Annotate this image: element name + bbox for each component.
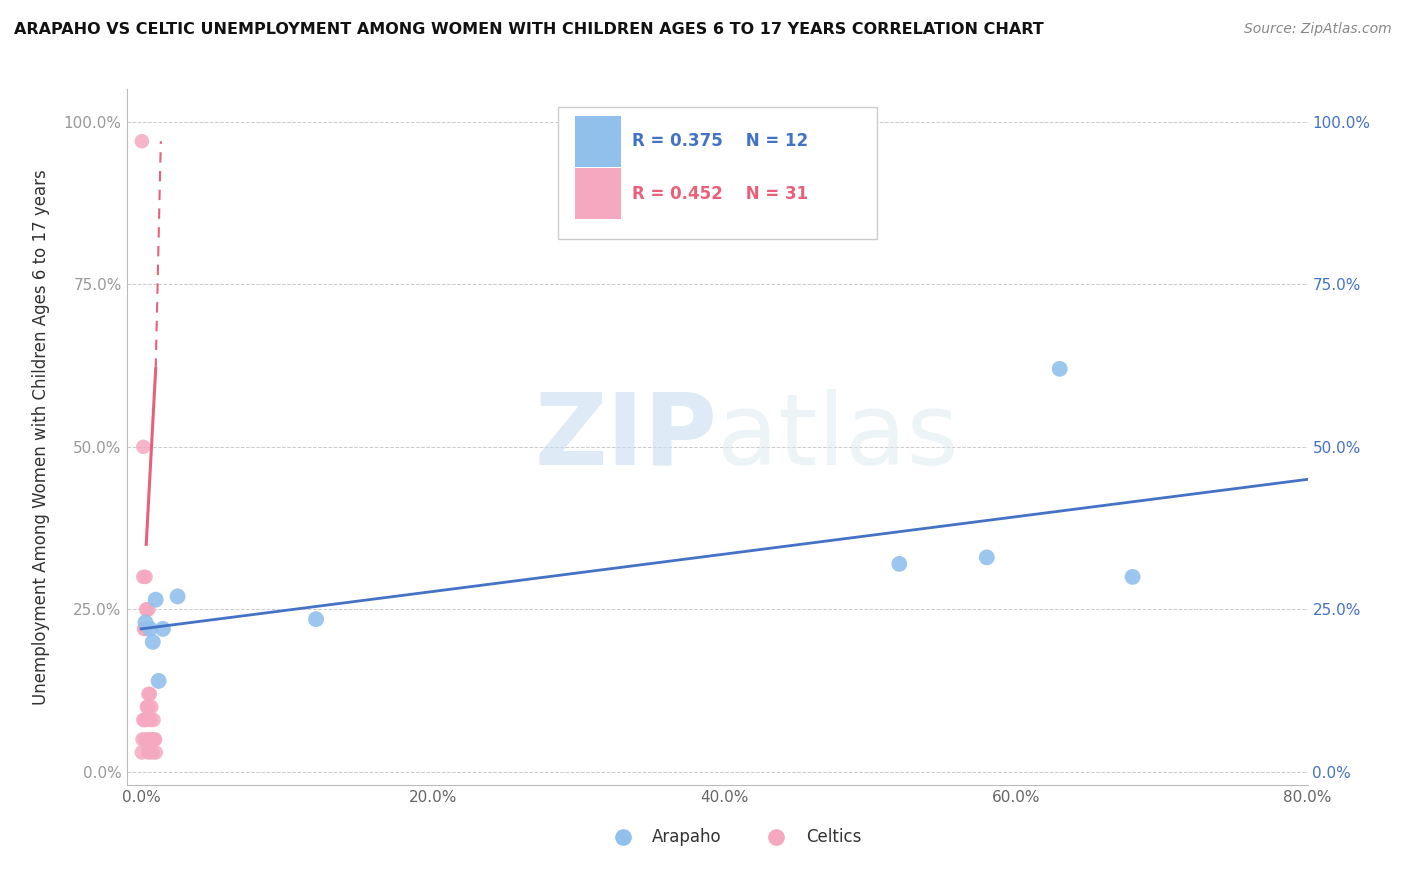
Point <box>152 622 174 636</box>
Point <box>138 746 160 760</box>
Point <box>136 700 159 714</box>
Text: Celtics: Celtics <box>806 828 860 847</box>
Point <box>135 602 157 616</box>
Point <box>141 700 163 714</box>
Point <box>1122 570 1144 584</box>
Point <box>134 570 156 584</box>
Text: Arapaho: Arapaho <box>652 828 721 847</box>
Point <box>139 687 162 701</box>
FancyBboxPatch shape <box>575 116 621 167</box>
Point <box>136 602 159 616</box>
Text: ZIP: ZIP <box>534 389 717 485</box>
Text: atlas: atlas <box>717 389 959 485</box>
Point <box>139 622 162 636</box>
Point <box>135 713 157 727</box>
Point <box>134 622 156 636</box>
Point <box>132 570 155 584</box>
Point <box>145 746 167 760</box>
Point <box>136 700 159 714</box>
Point <box>138 732 160 747</box>
Point <box>166 590 188 604</box>
FancyBboxPatch shape <box>575 168 621 219</box>
Point <box>141 746 163 760</box>
Point <box>1049 361 1071 376</box>
Point <box>138 687 160 701</box>
Point <box>132 440 155 454</box>
Point <box>143 732 166 747</box>
FancyBboxPatch shape <box>558 106 876 239</box>
Point <box>131 134 153 148</box>
Text: ARAPAHO VS CELTIC UNEMPLOYMENT AMONG WOMEN WITH CHILDREN AGES 6 TO 17 YEARS CORR: ARAPAHO VS CELTIC UNEMPLOYMENT AMONG WOM… <box>14 22 1043 37</box>
Point <box>131 746 153 760</box>
Point <box>142 635 165 649</box>
Y-axis label: Unemployment Among Women with Children Ages 6 to 17 years: Unemployment Among Women with Children A… <box>32 169 49 705</box>
Text: R = 0.375    N = 12: R = 0.375 N = 12 <box>633 132 808 151</box>
Point <box>134 732 156 747</box>
Point <box>889 557 911 571</box>
Point <box>132 622 155 636</box>
Point <box>148 673 170 688</box>
Point <box>138 700 160 714</box>
Point <box>134 713 156 727</box>
Point <box>141 732 163 747</box>
Point <box>134 615 156 630</box>
Point <box>976 550 998 565</box>
Point <box>142 713 165 727</box>
Text: R = 0.452    N = 31: R = 0.452 N = 31 <box>633 185 808 202</box>
Point <box>139 732 162 747</box>
Point <box>131 732 153 747</box>
Text: Source: ZipAtlas.com: Source: ZipAtlas.com <box>1244 22 1392 37</box>
Point <box>143 732 166 747</box>
Point <box>145 592 167 607</box>
Point <box>305 612 328 626</box>
Point <box>132 713 155 727</box>
Point <box>139 713 162 727</box>
Point <box>138 602 160 616</box>
